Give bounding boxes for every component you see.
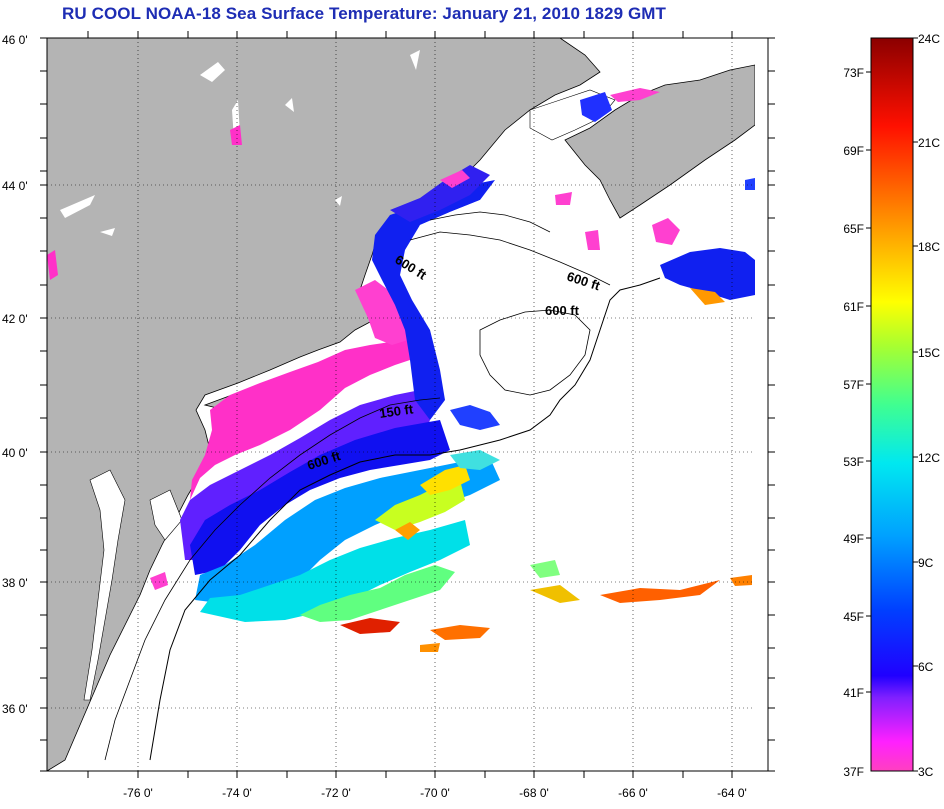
lat-label-42: 42 0'	[2, 312, 28, 326]
sst-band-3c	[190, 335, 420, 500]
colorbar-label-c-6: 6C	[918, 660, 934, 674]
lat-label-38: 38 0'	[2, 576, 28, 590]
sst-fleck-cyan	[450, 450, 500, 470]
contour-shelf-break	[149, 277, 661, 761]
contour-150ft	[104, 397, 441, 761]
sst-patch-east-orange	[690, 288, 725, 305]
sst-band-17c	[420, 465, 470, 495]
lon-label-64: -64 0'	[717, 786, 747, 800]
cloud-gulf-maine	[410, 175, 610, 420]
sst-band-coastal-pink	[355, 280, 410, 345]
sst-band-maine-coast-pink	[440, 170, 470, 188]
sst-patch-east-pink	[652, 218, 680, 245]
colorbar-label-f-65: 65F	[843, 222, 864, 236]
sst-band-15c-a	[375, 480, 465, 530]
sst-patch-small-pink-4	[47, 250, 58, 280]
lon-label-72: -72 0'	[321, 786, 351, 800]
colorbar-label-f-69: 69F	[843, 144, 864, 158]
colorbar	[870, 37, 914, 772]
lat-label-36: 36 0'	[2, 702, 28, 716]
land-us-mainland	[47, 38, 601, 771]
contour-gulf-maine	[409, 231, 611, 286]
map-title: RU COOL NOAA-18 Sea Surface Temperature:…	[62, 4, 667, 23]
sst-patch-small-pink-1	[585, 230, 600, 250]
sst-streak-yellow	[530, 585, 580, 603]
lon-label-66: -66 0'	[618, 786, 648, 800]
sst-streak-red	[340, 618, 400, 634]
sst-patch-north-blue	[580, 92, 612, 122]
sst-patch-east-blue	[660, 248, 755, 300]
colorbar-label-c-9: 9C	[918, 556, 934, 570]
contour-maine-inner	[429, 211, 551, 233]
sst-streak-orange-2	[420, 643, 440, 652]
colorbar-label-f-37: 37F	[843, 765, 864, 779]
colorbar-label-f-53: 53F	[843, 455, 864, 469]
contour-georges-bank	[479, 309, 591, 396]
sst-patch-north-pink	[610, 88, 660, 102]
sst-band-6c	[190, 420, 450, 575]
sst-scatter-blue	[450, 405, 500, 430]
water-chesapeake	[83, 469, 126, 701]
sst-streak-orange-3	[600, 580, 720, 603]
sst-patch-small-pink-2	[555, 192, 572, 205]
colorbar-label-c-15: 15C	[918, 346, 940, 360]
sst-band-18c	[395, 522, 420, 540]
sst-band-13c	[300, 565, 455, 622]
contour-label-150ft: 150 ft	[378, 401, 414, 421]
colorbar-label-c-24: 24C	[918, 32, 940, 46]
colorbar-label-f-41: 41F	[843, 686, 864, 700]
colorbar-label-c-12: 12C	[918, 451, 940, 465]
colorbar-label-f-49: 49F	[843, 532, 864, 546]
sst-streak-scatter	[730, 575, 752, 586]
lon-label-70: -70 0'	[420, 786, 450, 800]
lon-label-74: -74 0'	[222, 786, 252, 800]
sst-patch-small-pink-3	[150, 572, 168, 590]
colorbar-label-f-57: 57F	[843, 378, 864, 392]
map-frame	[46, 37, 769, 772]
lat-label-46: 46 0'	[2, 33, 28, 47]
axis-ticks	[40, 31, 775, 778]
colorbar-label-f-73: 73F	[843, 66, 864, 80]
contour-label-georges: 600 ft	[545, 303, 580, 318]
colorbar-ticks	[866, 37, 918, 772]
colorbar-label-c-18: 18C	[918, 240, 940, 254]
colorbar-label-f-61: 61F	[843, 300, 864, 314]
colorbar-label-c-3: 3C	[918, 765, 934, 779]
sst-band-gulf-maine	[372, 180, 495, 420]
lat-label-44: 44 0'	[2, 179, 28, 193]
lon-label-68: -68 0'	[519, 786, 549, 800]
sst-streak-orange	[430, 625, 490, 640]
sst-patch-small-blue	[745, 178, 755, 190]
colorbar-label-f-45: 45F	[843, 610, 864, 624]
water-delaware-bay	[149, 489, 183, 541]
colorbar-label-c-21: 21C	[918, 136, 940, 150]
lon-label-76: -76 0'	[123, 786, 153, 800]
sst-fleck-green	[530, 560, 560, 578]
lat-label-40: 40 0'	[2, 446, 28, 460]
sst-band-11c	[200, 520, 470, 622]
sst-patch-small-pink-5	[230, 125, 242, 145]
